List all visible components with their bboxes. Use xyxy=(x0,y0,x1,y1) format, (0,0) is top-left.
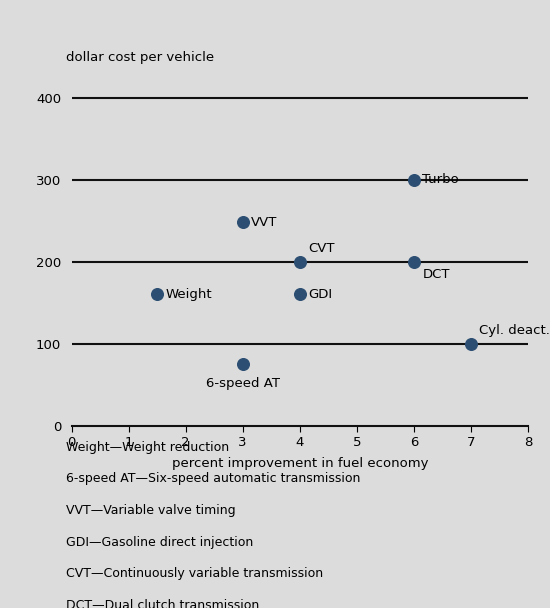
Point xyxy=(153,289,162,299)
Text: Weight: Weight xyxy=(166,288,212,301)
Point xyxy=(295,257,304,266)
Text: Turbo: Turbo xyxy=(422,173,459,186)
Text: Cyl. deact.: Cyl. deact. xyxy=(480,324,550,337)
Point xyxy=(466,339,475,348)
Text: Weight—Weight reduction: Weight—Weight reduction xyxy=(66,441,229,454)
Text: dollar cost per vehicle: dollar cost per vehicle xyxy=(66,51,214,64)
Text: VVT—Variable valve timing: VVT—Variable valve timing xyxy=(66,504,235,517)
Text: CVT: CVT xyxy=(309,242,335,255)
Text: DCT: DCT xyxy=(422,268,450,281)
Text: VVT: VVT xyxy=(251,216,278,229)
Point xyxy=(238,217,247,227)
Text: DCT—Dual clutch transmission: DCT—Dual clutch transmission xyxy=(66,599,259,608)
Text: GDI—Gasoline direct injection: GDI—Gasoline direct injection xyxy=(66,536,253,548)
Point xyxy=(409,257,418,266)
X-axis label: percent improvement in fuel economy: percent improvement in fuel economy xyxy=(172,457,428,471)
Text: 6-speed AT—Six-speed automatic transmission: 6-speed AT—Six-speed automatic transmiss… xyxy=(66,472,360,485)
Point xyxy=(409,174,418,184)
Text: CVT—Continuously variable transmission: CVT—Continuously variable transmission xyxy=(66,567,323,580)
Text: GDI: GDI xyxy=(309,288,332,301)
Point xyxy=(295,289,304,299)
Text: 6-speed AT: 6-speed AT xyxy=(206,377,280,390)
Point xyxy=(238,359,247,369)
